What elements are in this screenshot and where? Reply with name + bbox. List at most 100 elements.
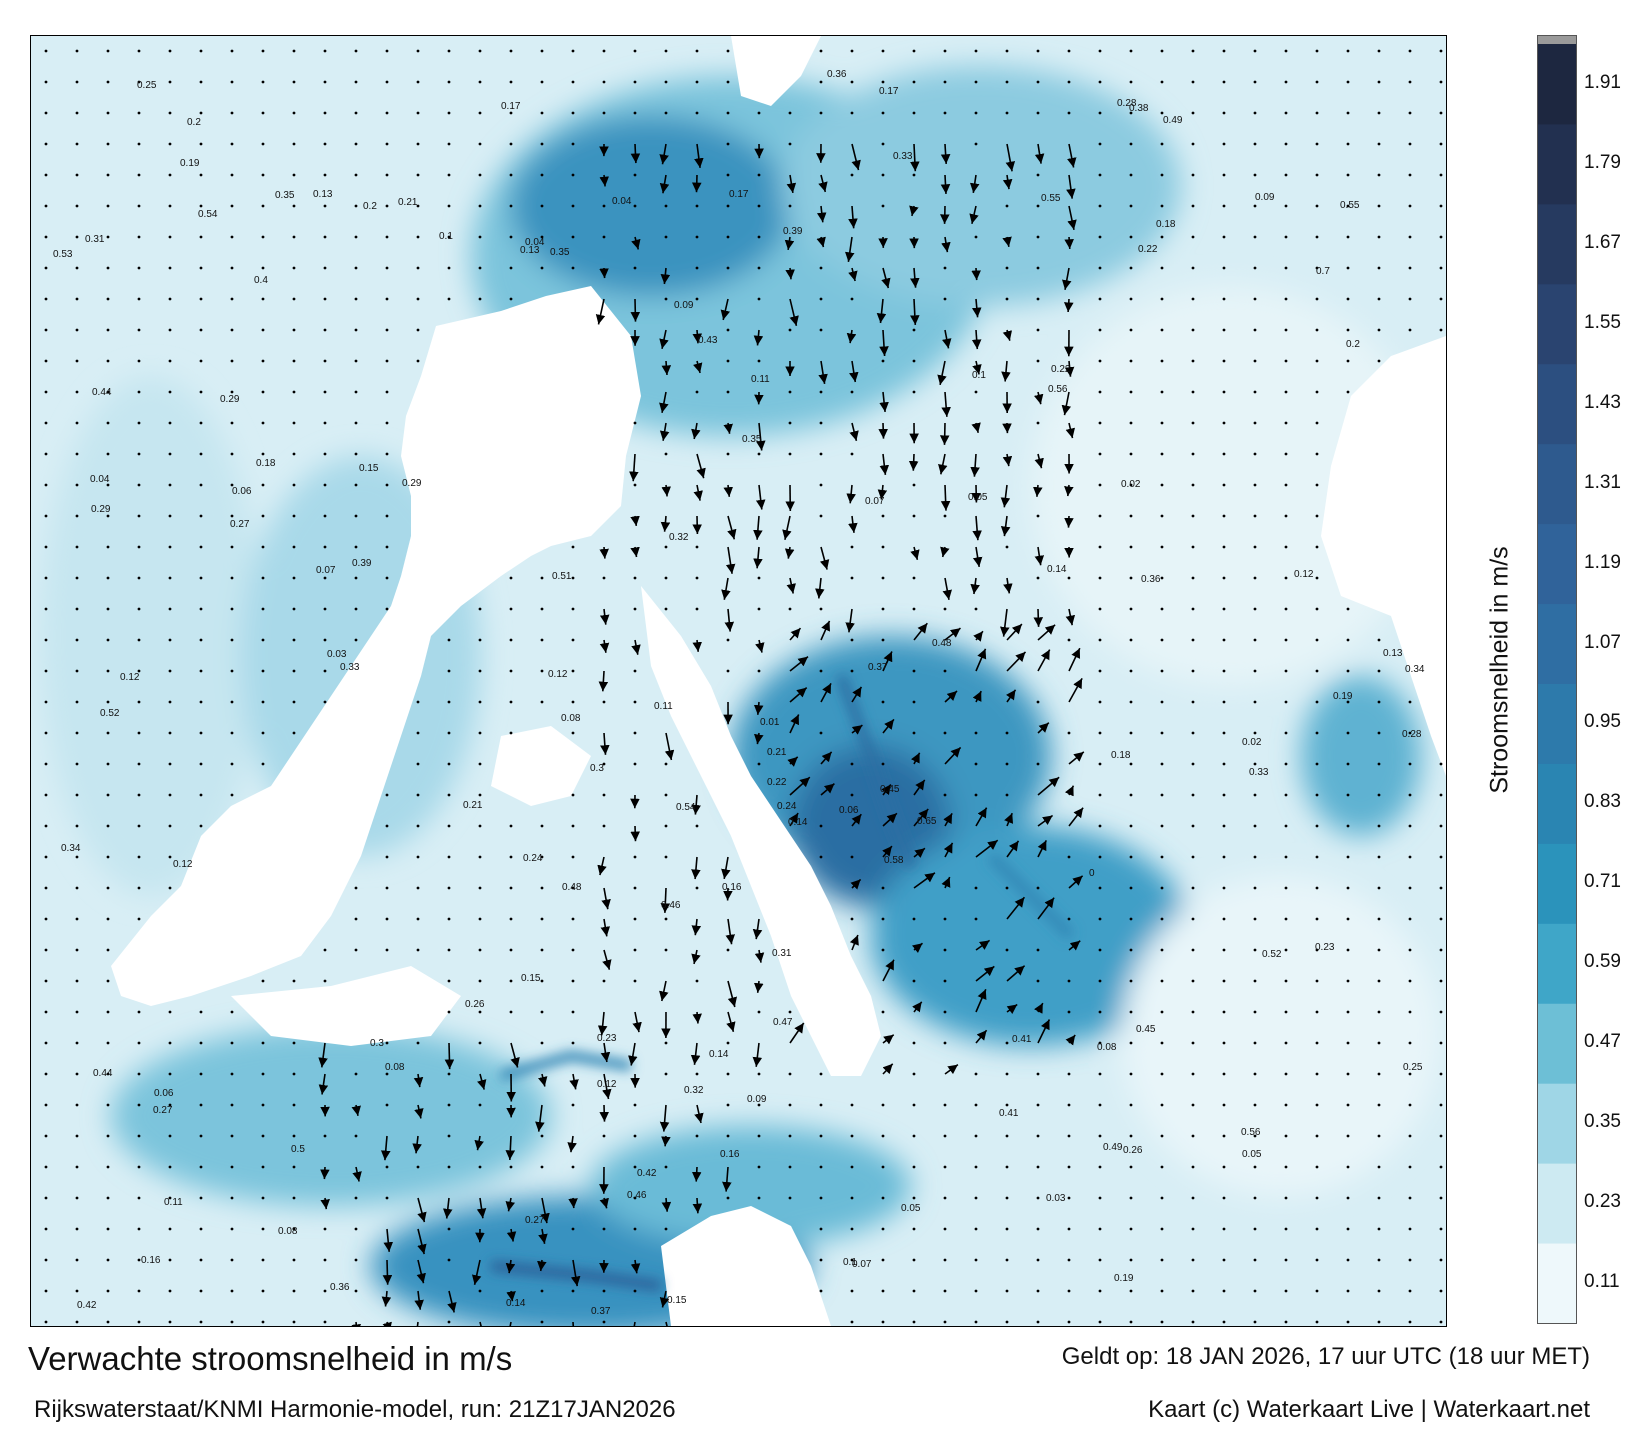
grid-dot [695, 266, 699, 270]
grid-dot [571, 173, 575, 177]
grid-dot [1160, 1010, 1164, 1014]
grid-dot [788, 390, 792, 394]
current-arrow [755, 422, 766, 451]
grid-dot [1439, 297, 1443, 301]
speed-label: 0.11 [164, 1197, 183, 1208]
grid-dot [1191, 514, 1195, 518]
speed-label: 0.23 [597, 1033, 617, 1044]
grid-dot [230, 1041, 234, 1045]
grid-dot [261, 297, 265, 301]
grid-dot [137, 328, 141, 332]
grid-dot [1191, 452, 1195, 456]
grid-dot [881, 111, 885, 115]
grid-dot [354, 421, 358, 425]
grid-dot [1129, 1196, 1133, 1200]
grid-dot [354, 173, 358, 177]
grid-dot [1377, 49, 1381, 53]
grid-dot [819, 514, 823, 518]
grid-dot [137, 824, 141, 828]
grid-dot [199, 1103, 203, 1107]
grid-dot [1036, 1072, 1040, 1076]
grid-dot [199, 421, 203, 425]
current-arrow [661, 1197, 672, 1212]
grid-dot [1036, 1289, 1040, 1293]
grid-dot [1036, 173, 1040, 177]
grid-dot [1222, 793, 1226, 797]
grid-dot [540, 1289, 544, 1293]
grid-dot [1253, 886, 1257, 890]
current-arrow [971, 267, 981, 281]
grid-dot [1129, 1320, 1133, 1324]
grid-dot [1253, 452, 1257, 456]
current-arrow [1061, 391, 1072, 416]
grid-dot [44, 948, 48, 952]
grid-dot [199, 824, 203, 828]
grid-dot [1346, 49, 1350, 53]
grid-dot [1346, 328, 1350, 332]
grid-dot [261, 452, 265, 456]
current-arrow [1068, 940, 1081, 951]
grid-dot [230, 390, 234, 394]
grid-dot [1408, 1072, 1412, 1076]
grid-dot [1222, 204, 1226, 208]
grid-dot [633, 762, 637, 766]
grid-dot [168, 545, 172, 549]
current-arrow [601, 887, 611, 910]
current-arrow [941, 876, 951, 889]
grid-dot [1284, 1227, 1288, 1231]
grid-dot [1284, 762, 1288, 766]
current-arrow [786, 174, 797, 194]
grid-dot [106, 793, 110, 797]
grid-dot [509, 576, 513, 580]
current-arrow [940, 143, 951, 164]
grid-dot [261, 669, 265, 673]
grid-dot [974, 607, 978, 611]
grid-dot [788, 452, 792, 456]
grid-dot [199, 638, 203, 642]
grid-dot [168, 1165, 172, 1169]
grid-dot [106, 855, 110, 859]
grid-dot [385, 793, 389, 797]
grid-dot [1098, 452, 1102, 456]
grid-dot [540, 1134, 544, 1138]
grid-dot [943, 979, 947, 983]
grid-dot [1129, 669, 1133, 673]
grid-dot [1005, 80, 1009, 84]
grid-dot [1439, 1289, 1443, 1293]
grid-dot [1036, 576, 1040, 580]
grid-dot [1129, 638, 1133, 642]
grid-dot [881, 1196, 885, 1200]
current-arrow [910, 298, 920, 325]
grid-dot [1098, 49, 1102, 53]
grid-dot [1160, 204, 1164, 208]
grid-dot [1160, 545, 1164, 549]
current-arrow [1037, 1019, 1051, 1044]
current-arrow [845, 608, 855, 633]
grid-dot [1315, 700, 1319, 704]
grid-dot [1160, 1227, 1164, 1231]
current-arrow [786, 577, 796, 594]
grid-dot [75, 638, 79, 642]
grid-dot [943, 111, 947, 115]
grid-dot [726, 80, 730, 84]
grid-dot [1408, 948, 1412, 952]
grid-dot [788, 421, 792, 425]
grid-dot [1191, 700, 1195, 704]
grid-dot [478, 1165, 482, 1169]
grid-dot [75, 514, 79, 518]
colorbar-band [1538, 1083, 1576, 1164]
speed-label: 0.29 [220, 394, 240, 405]
grid-dot [602, 700, 606, 704]
grid-dot [168, 235, 172, 239]
grid-dot [1036, 1196, 1040, 1200]
grid-dot [478, 917, 482, 921]
speed-label: 0.25 [1403, 1062, 1423, 1073]
current-arrow [789, 1022, 805, 1044]
grid-dot [1160, 266, 1164, 270]
speed-label: 0.02 [1121, 479, 1141, 490]
grid-dot [1067, 111, 1071, 115]
speed-label: 0.54 [198, 209, 218, 220]
grid-dot [633, 1103, 637, 1107]
grid-dot [199, 204, 203, 208]
grid-dot [757, 359, 761, 363]
